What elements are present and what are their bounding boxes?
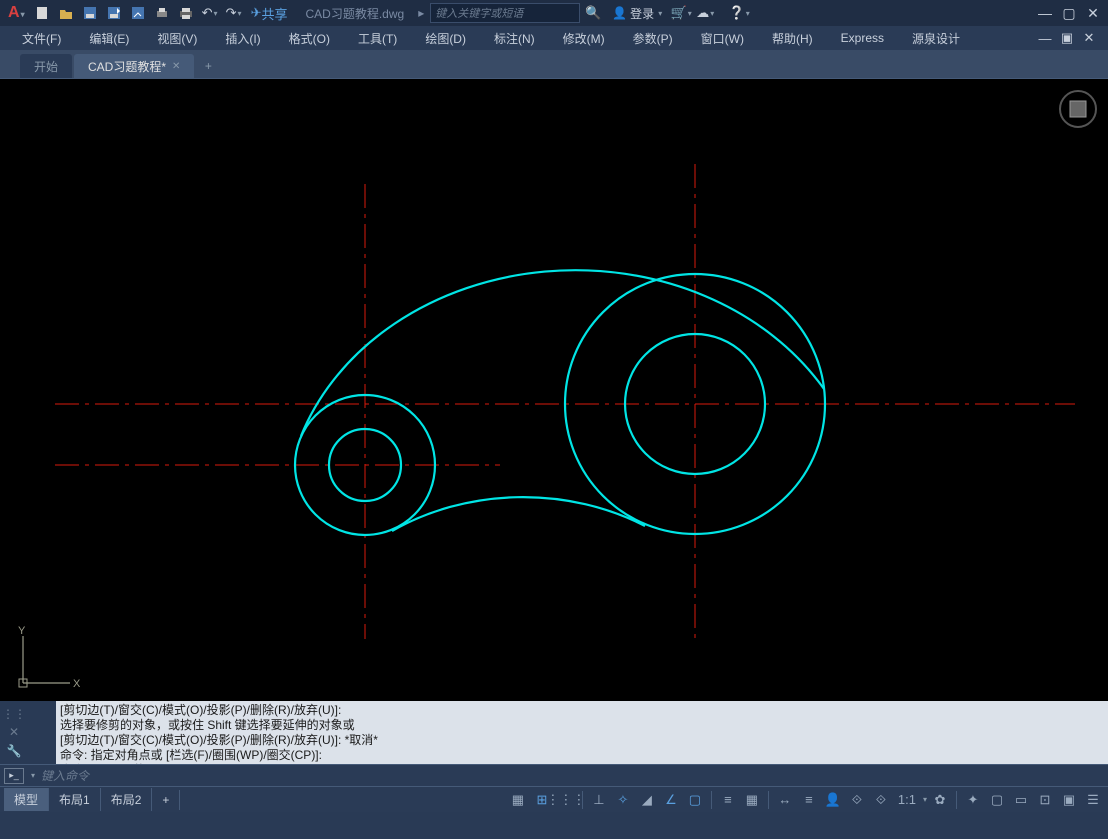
- status-custom-icon[interactable]: ☰: [1082, 789, 1104, 811]
- menu-express[interactable]: Express: [827, 28, 898, 48]
- menu-modify[interactable]: 修改(M): [549, 27, 619, 50]
- command-history-dropdown[interactable]: ▾: [31, 771, 35, 780]
- status-lwt-icon[interactable]: ≡: [717, 789, 739, 811]
- saveas-icon[interactable]: [103, 2, 125, 24]
- layout-1[interactable]: 布局1: [49, 788, 101, 811]
- tab-document[interactable]: CAD习题教程*✕: [74, 54, 194, 78]
- status-grid2-icon[interactable]: ⋮⋮⋮: [555, 789, 577, 811]
- svg-text:Y: Y: [18, 626, 26, 637]
- command-area: ⋮⋮ ✕ 🔧 [剪切边(T)/窗交(C)/模式(O)/投影(P)/删除(R)/放…: [0, 701, 1108, 764]
- status-iso-icon[interactable]: ◢: [636, 789, 658, 811]
- menu-edit[interactable]: 编辑(E): [75, 27, 143, 50]
- status-sc-icon[interactable]: ↔: [774, 789, 796, 811]
- menu-window[interactable]: 窗口(W): [687, 27, 758, 50]
- command-input[interactable]: 键入命令: [41, 767, 89, 784]
- save-icon[interactable]: [79, 2, 101, 24]
- layout-add[interactable]: +: [152, 790, 180, 810]
- search-button-icon[interactable]: 🔍: [582, 2, 604, 24]
- status-osnap-icon[interactable]: ∠: [660, 789, 682, 811]
- login-button[interactable]: 👤登录▾: [612, 5, 662, 22]
- titlebar: A▾ ↶▾ ↷▾ ✈ 共享 CAD习题教程.dwg ▸ 键入关键字或短语 🔍 👤…: [0, 0, 1108, 26]
- minimize-button[interactable]: —: [1034, 2, 1056, 24]
- command-gutter: ⋮⋮ ✕ 🔧: [0, 701, 28, 764]
- menu-view[interactable]: 视图(V): [143, 27, 211, 50]
- status-clean-icon[interactable]: ▣: [1058, 789, 1080, 811]
- status-ws-icon[interactable]: ✦: [962, 789, 984, 811]
- cmd-line: 命令: _.erase 找到 2 个: [60, 763, 1104, 764]
- plot-icon[interactable]: [151, 2, 173, 24]
- status-model-icon[interactable]: ▦: [507, 789, 529, 811]
- cmd-line: [剪切边(T)/窗交(C)/模式(O)/投影(P)/删除(R)/放弃(U)]:: [60, 703, 1104, 718]
- menu-dim[interactable]: 标注(N): [480, 27, 549, 50]
- status-units-icon[interactable]: ▭: [1010, 789, 1032, 811]
- undo-icon[interactable]: ↶▾: [199, 2, 221, 24]
- menu-file[interactable]: 文件(F): [8, 27, 75, 50]
- menu-yuanquan[interactable]: 源泉设计: [898, 27, 974, 50]
- cmd-line: 选择要修剪的对象，或按住 Shift 键选择要延伸的对象或: [60, 718, 1104, 733]
- cart-icon[interactable]: 🛒▾: [670, 2, 692, 24]
- cmd-wrench-icon[interactable]: 🔧: [7, 744, 22, 758]
- statusbar: 模型 布局1 布局2 + ▦ ⊞ ⋮⋮⋮ ⊥ ✧ ◢ ∠ ▢ ≡ ▦ ↔ ≡ 👤…: [0, 786, 1108, 812]
- app-icon[interactable]: ☁▾: [694, 2, 716, 24]
- command-prompt-icon[interactable]: ▸_: [4, 768, 24, 784]
- user-icon: 👤: [612, 6, 627, 20]
- status-ortho-icon[interactable]: ⊥: [588, 789, 610, 811]
- layout-model[interactable]: 模型: [4, 788, 49, 811]
- mdi-close-icon[interactable]: ✕: [1078, 27, 1100, 49]
- cmd-cross-icon[interactable]: ✕: [9, 725, 19, 739]
- status-ann2-icon[interactable]: ⟐: [846, 789, 868, 811]
- status-ui-icon[interactable]: ⊡: [1034, 789, 1056, 811]
- status-scale-label[interactable]: 1:1: [894, 789, 920, 811]
- status-mon-icon[interactable]: ▢: [986, 789, 1008, 811]
- status-ann-icon[interactable]: 👤: [822, 789, 844, 811]
- cmd-grip-icon[interactable]: ⋮⋮: [2, 707, 26, 721]
- command-history[interactable]: [剪切边(T)/窗交(C)/模式(O)/投影(P)/删除(R)/放弃(U)]: …: [56, 701, 1108, 764]
- menu-format[interactable]: 格式(O): [275, 27, 344, 50]
- cmd-line: 命令: 指定对角点或 [栏选(F)/圈围(WP)/圈交(CP)]:: [60, 748, 1104, 763]
- command-input-row[interactable]: ▸_ ▾ 键入命令: [0, 764, 1108, 786]
- tab-start[interactable]: 开始: [20, 54, 72, 78]
- search-input[interactable]: 键入关键字或短语: [430, 3, 580, 23]
- status-trans-icon[interactable]: ▦: [741, 789, 763, 811]
- close-button[interactable]: ✕: [1082, 2, 1104, 24]
- menu-help[interactable]: 帮助(H): [758, 27, 827, 50]
- redo-icon[interactable]: ↷▾: [223, 2, 245, 24]
- ucs-icon: X Y: [15, 626, 80, 691]
- new-icon[interactable]: [31, 2, 53, 24]
- drawing-canvas[interactable]: X Y: [0, 78, 1108, 701]
- autocad-logo: A▾: [4, 4, 29, 22]
- status-ann3-icon[interactable]: ⟐: [870, 789, 892, 811]
- menu-param[interactable]: 参数(P): [619, 27, 687, 50]
- open-icon[interactable]: [55, 2, 77, 24]
- viewcube[interactable]: [1058, 89, 1098, 129]
- search-arrow-icon: ▸: [418, 6, 424, 20]
- help-icon[interactable]: ❔▾: [728, 2, 750, 24]
- status-otrack-icon[interactable]: ▢: [684, 789, 706, 811]
- share-icon[interactable]: ✈ 共享: [247, 2, 292, 24]
- print-icon[interactable]: [175, 2, 197, 24]
- mdi-min-icon[interactable]: —: [1034, 27, 1056, 49]
- menu-insert[interactable]: 插入(I): [211, 27, 274, 50]
- menu-draw[interactable]: 绘图(D): [411, 27, 480, 50]
- tab-add-button[interactable]: +: [196, 54, 220, 78]
- menu-tools[interactable]: 工具(T): [344, 27, 411, 50]
- layout-2[interactable]: 布局2: [101, 788, 153, 811]
- document-tabs: 开始 CAD习题教程*✕ +: [0, 50, 1108, 78]
- status-qp-icon[interactable]: ≡: [798, 789, 820, 811]
- svg-text:X: X: [73, 678, 80, 690]
- web-icon[interactable]: [127, 2, 149, 24]
- status-gear-icon[interactable]: ✿: [929, 789, 951, 811]
- menubar: 文件(F) 编辑(E) 视图(V) 插入(I) 格式(O) 工具(T) 绘图(D…: [0, 26, 1108, 50]
- drawing-svg: [0, 79, 1108, 702]
- tab-close-icon[interactable]: ✕: [172, 61, 180, 72]
- status-polar-icon[interactable]: ✧: [612, 789, 634, 811]
- mdi-restore-icon[interactable]: ▣: [1056, 27, 1078, 49]
- cmd-line: [剪切边(T)/窗交(C)/模式(O)/投影(P)/删除(R)/放弃(U)]: …: [60, 733, 1104, 748]
- document-title: CAD习题教程.dwg: [306, 5, 405, 22]
- maximize-button[interactable]: ▢: [1058, 2, 1080, 24]
